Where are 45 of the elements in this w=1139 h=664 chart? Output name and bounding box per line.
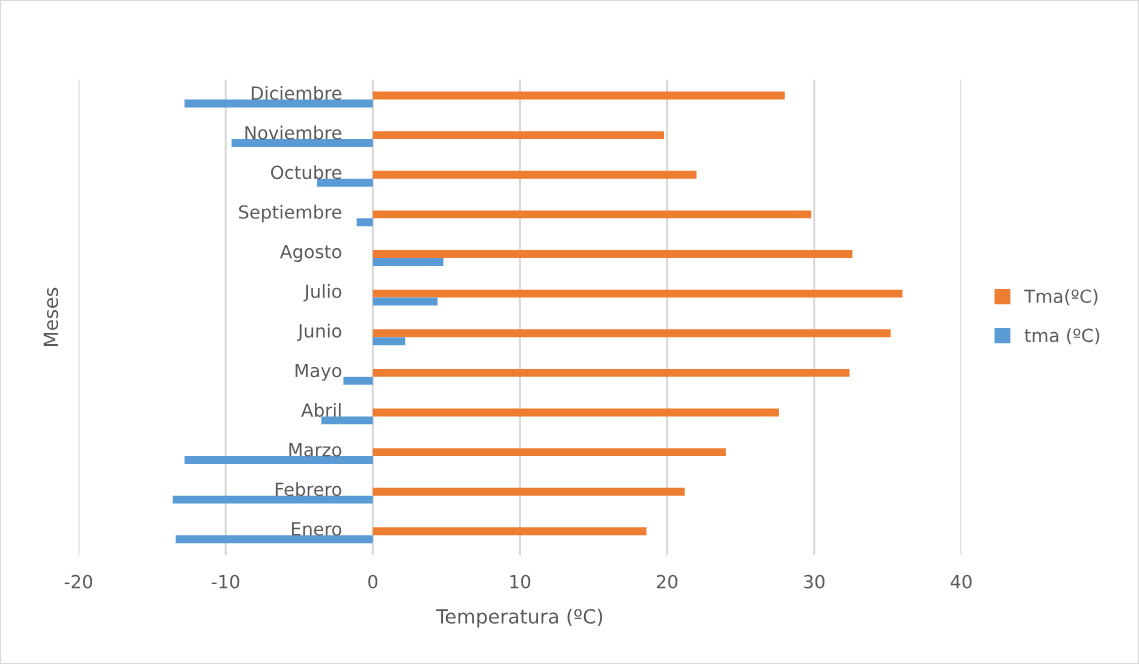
x-axis-title: Temperatura (ºC) <box>436 608 603 628</box>
x-tick-label: -20 <box>64 574 93 589</box>
legend-label: Tma(ºC) <box>1024 289 1098 306</box>
x-tick-label: 20 <box>656 574 678 589</box>
bar <box>372 257 444 266</box>
y-tick-label: Marzo <box>289 443 342 457</box>
bar <box>372 487 685 496</box>
y-axis-title: Meses <box>43 287 59 346</box>
bar <box>184 456 373 464</box>
bar <box>372 368 850 377</box>
y-tick-label: Mayo <box>295 363 342 381</box>
y-tick-label: Febrero <box>275 482 342 497</box>
bar <box>372 297 438 306</box>
y-tick-label: Noviembre <box>245 125 342 140</box>
legend-label: tma (ºC) <box>1024 328 1100 345</box>
x-tick-label: -10 <box>211 574 240 589</box>
y-tick-label: Abril <box>301 402 341 417</box>
y-tick-label: Septiembre <box>239 204 342 223</box>
bar <box>184 99 373 108</box>
bar <box>372 210 812 219</box>
bar <box>372 131 665 140</box>
bar <box>175 535 373 544</box>
bar <box>372 329 891 338</box>
bar <box>372 170 697 179</box>
bar <box>372 448 726 457</box>
x-tick-label: 10 <box>510 574 531 589</box>
x-tick-label: 30 <box>804 574 825 589</box>
y-tick-label: Enero <box>292 522 342 536</box>
bar <box>372 250 853 258</box>
bar <box>372 337 406 346</box>
x-tick-label: 0 <box>368 574 378 589</box>
bar <box>343 376 373 385</box>
x-tick-label: 40 <box>950 574 972 589</box>
bar <box>372 289 903 298</box>
bar <box>231 139 373 148</box>
y-tick-label: Junio <box>297 323 342 342</box>
y-tick-label: Agosto <box>280 245 342 262</box>
bar <box>316 178 373 187</box>
y-tick-label: Diciembre <box>251 86 342 100</box>
bar <box>321 416 373 425</box>
bar <box>356 218 373 227</box>
bar <box>372 527 647 536</box>
bar <box>172 495 373 504</box>
y-tick-label: Julio <box>303 284 342 302</box>
y-tick-label: Octubre <box>271 165 342 180</box>
